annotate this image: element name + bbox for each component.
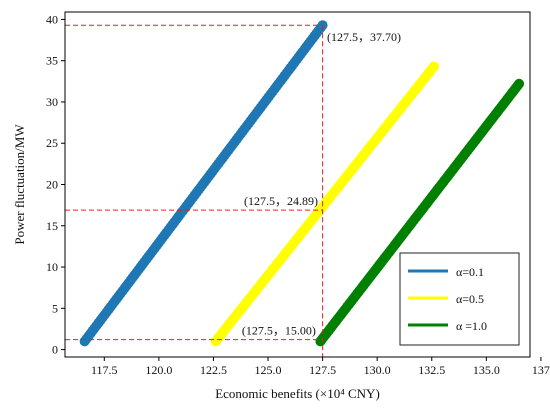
x-tick-label: 117.5: [91, 363, 118, 377]
annotation-label: (127.5，37.70): [327, 30, 401, 44]
series-1: [210, 61, 439, 347]
x-tick-label: 135.0: [473, 363, 500, 377]
y-tick-label: 5: [52, 301, 58, 315]
x-tick-label: 122.5: [200, 363, 227, 377]
legend: α=0.1 α=0.5 α =1.0: [399, 252, 520, 346]
x-tick-label: 137: [532, 363, 550, 377]
legend-label: α=0.5: [456, 292, 484, 306]
data-point: [428, 61, 439, 72]
x-tick-label: 125.0: [255, 363, 282, 377]
series-0: [79, 20, 328, 347]
series-2: [315, 78, 525, 347]
y-axis: 0 5 10 15 20 25 30 35 40: [46, 12, 65, 357]
y-axis-label: Power fluctuation/MW: [12, 124, 27, 245]
reference-lines: [65, 24, 324, 357]
annotation-label: (127.5，15.00): [242, 324, 316, 338]
x-axis: 117.5 120.0 122.5 125.0 127.5 130.0 132.5 135.0…: [91, 357, 550, 377]
legend-label: α=0.1: [456, 265, 484, 279]
x-tick-label: 132.5: [418, 363, 445, 377]
x-tick-label: 120.0: [145, 363, 172, 377]
y-tick-label: 20: [46, 178, 58, 192]
y-tick-label: 25: [46, 136, 58, 150]
y-tick-label: 40: [46, 12, 58, 26]
y-tick-label: 0: [52, 343, 58, 357]
annotations: (127.5，37.70) (127.5，24.89) (127.5，15.00): [242, 30, 401, 338]
x-tick-label: 130.0: [364, 363, 391, 377]
legend-label: α =1.0: [456, 319, 487, 333]
x-tick-label: 127.5: [309, 363, 336, 377]
y-tick-label: 30: [46, 95, 58, 109]
annotation-label: (127.5，24.89): [244, 194, 318, 208]
y-tick-label: 35: [46, 54, 58, 68]
series-layer: [79, 20, 525, 347]
data-point: [514, 78, 525, 89]
x-axis-label: Economic benefits (×10⁴ CNY): [215, 386, 380, 401]
y-tick-label: 15: [46, 219, 58, 233]
y-tick-label: 10: [46, 260, 58, 274]
